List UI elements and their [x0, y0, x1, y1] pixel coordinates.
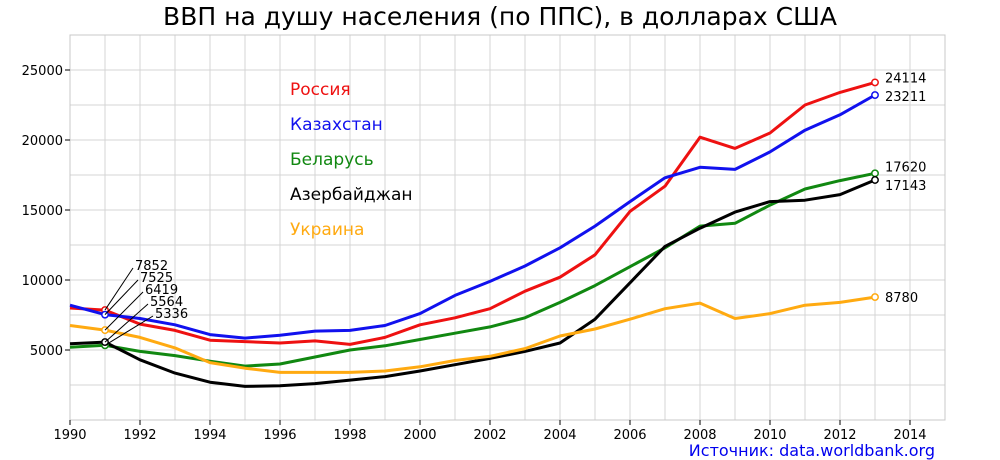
x-tick-label: 1996	[263, 428, 296, 443]
y-tick-label: 5000	[30, 344, 63, 359]
series-line	[69, 171, 876, 368]
x-tick-label: 2010	[753, 428, 786, 443]
axes: 1990 1992 1994 1996 1998 2000 2002 2004 2006 2008…	[22, 64, 927, 443]
start-value-label: 5564	[150, 295, 183, 310]
x-tick-label: 2004	[543, 428, 576, 443]
start-value-label: 5336	[155, 307, 188, 322]
legend-entry: Россия	[290, 80, 351, 100]
callout-leader	[104, 315, 154, 346]
x-tick-label: 2012	[823, 428, 856, 443]
callout-leader	[104, 279, 139, 315]
series-line	[69, 295, 876, 374]
x-tick-label: 1990	[53, 428, 86, 443]
chart-title: ВВП на душу населения (по ППС), в доллар…	[163, 2, 837, 31]
legend-entry: Украина	[290, 220, 364, 240]
x-tick-label: 2002	[473, 428, 506, 443]
series-point-marker	[871, 176, 879, 184]
start-value-label: 6419	[145, 283, 178, 298]
legend-entry: Азербайджан	[290, 185, 412, 205]
x-tick-label: 1994	[193, 428, 226, 443]
y-tick-label: 25000	[22, 64, 63, 79]
end-value-label: 17143	[885, 179, 926, 194]
plot-frame	[69, 34, 946, 421]
x-tick-label: 1992	[123, 428, 156, 443]
x-tick-label: 2006	[613, 428, 646, 443]
callout-leader	[104, 303, 149, 343]
series-point-marker	[871, 169, 879, 178]
x-tick-label: 2014	[893, 428, 926, 443]
series-point-marker	[871, 293, 879, 302]
y-tick-label: 15000	[22, 204, 63, 219]
start-value-label: 7852	[135, 259, 168, 274]
series-line	[69, 93, 876, 340]
callout-leader	[104, 291, 144, 331]
series-line	[69, 178, 876, 388]
source-link[interactable]: Источник: data.worldbank.org	[688, 441, 935, 460]
legend-entry: Казахстан	[290, 115, 383, 135]
grid	[69, 35, 946, 420]
series-layer	[69, 78, 879, 388]
y-tick-label: 10000	[22, 274, 63, 289]
start-value-label: 7525	[140, 271, 173, 286]
end-labels: 24114 23211 17620 17143 8780	[885, 71, 926, 306]
legend: Россия Казахстан Беларусь Азербайджан Украин…	[290, 80, 412, 240]
legend-entry: Беларусь	[290, 150, 374, 170]
end-value-label: 8780	[885, 291, 918, 306]
series-point-marker	[871, 78, 879, 87]
series-point-marker	[871, 91, 879, 99]
end-value-label: 17620	[885, 160, 926, 175]
series-line	[69, 80, 876, 346]
x-tick-label: 2000	[403, 428, 436, 443]
y-tick-label: 20000	[22, 134, 63, 149]
end-value-label: 24114	[885, 71, 926, 86]
x-tick-label: 1998	[333, 428, 366, 443]
callout-leader	[104, 267, 134, 311]
end-value-label: 23211	[885, 90, 926, 105]
x-tick-label: 2008	[683, 428, 716, 443]
